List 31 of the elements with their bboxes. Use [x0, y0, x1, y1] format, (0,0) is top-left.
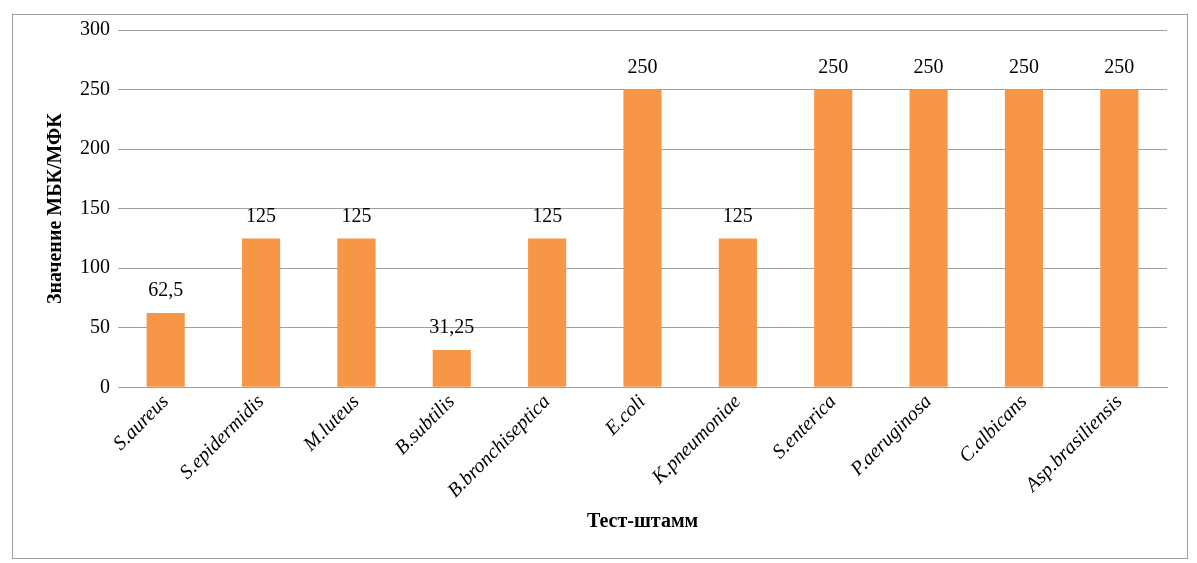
bar	[146, 312, 185, 387]
y-axis-title: Значение МБК/МФК	[43, 112, 66, 305]
y-tick-label: 250	[80, 76, 110, 99]
data-label: 250	[913, 54, 944, 77]
bar	[241, 238, 281, 387]
x-axis-title: Тест-штамм	[586, 509, 699, 532]
data-label: 125	[341, 203, 372, 226]
y-tick-label: 150	[80, 195, 110, 218]
data-label: 250	[818, 54, 849, 77]
bar	[1100, 89, 1139, 387]
bar	[432, 350, 471, 387]
y-tick-label: 50	[90, 315, 110, 338]
y-tick-label: 100	[80, 255, 110, 278]
data-label: 125	[532, 203, 563, 226]
bar	[623, 89, 662, 387]
y-tick-label: 200	[80, 136, 110, 159]
data-label: 62,5	[148, 278, 184, 301]
y-tick-label: 0	[100, 374, 110, 397]
bar	[814, 89, 853, 387]
data-label: 250	[1008, 54, 1039, 77]
bar	[1004, 89, 1044, 387]
bar	[337, 238, 376, 387]
data-label: 250	[1104, 54, 1135, 77]
bar	[909, 89, 948, 387]
data-label: 31,25	[429, 315, 475, 338]
data-label: 250	[627, 54, 658, 77]
bar	[718, 238, 757, 387]
y-tick-label: 300	[80, 17, 110, 40]
bar	[528, 238, 567, 387]
data-label: 125	[722, 203, 753, 226]
data-label: 125	[246, 203, 277, 226]
